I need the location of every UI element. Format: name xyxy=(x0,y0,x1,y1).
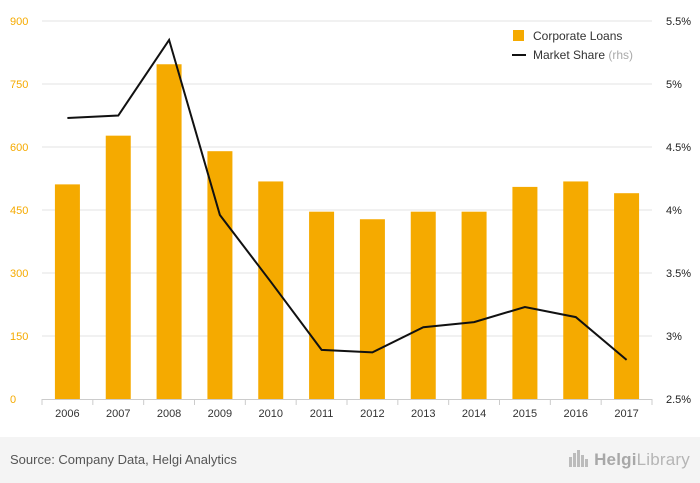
source-note: Source: Company Data, Helgi Analytics xyxy=(10,452,237,467)
line-point xyxy=(116,114,120,118)
line-point xyxy=(523,305,527,309)
city-skyline-icon xyxy=(568,449,590,472)
combo-chart: 0 150 300 450 600 750 900 2.5% 3% 3.5% 4% 4.5% 5% 5.5… xyxy=(10,16,691,420)
line-layer xyxy=(65,37,629,362)
x-tick-label: 2014 xyxy=(462,408,486,420)
y-right-tick-label: 4% xyxy=(666,205,682,217)
x-tick-label: 2011 xyxy=(310,408,334,420)
y-left-tick-label: 600 xyxy=(10,142,28,154)
y-left-tick-label: 900 xyxy=(10,16,28,28)
y-left-tick-label: 0 xyxy=(10,394,16,406)
y-left-tick-label: 300 xyxy=(10,268,28,280)
y-right-tick-label: 3.5% xyxy=(666,268,691,280)
x-tick-label: 2006 xyxy=(55,408,79,420)
legend-rhs-suffix: (rhs) xyxy=(608,48,633,62)
market-share-line xyxy=(67,37,628,361)
bar xyxy=(461,211,487,399)
line-point xyxy=(370,350,374,354)
brand-logo[interactable]: HelgiLibrary xyxy=(568,449,690,472)
y-right-tick-label: 5.5% xyxy=(666,16,691,28)
x-tick-label: 2010 xyxy=(259,408,283,420)
bar xyxy=(258,181,284,399)
grid-layer xyxy=(42,20,652,337)
line-point xyxy=(218,213,222,217)
x-tick-label: 2017 xyxy=(614,408,638,420)
y-right-tick-label: 5% xyxy=(666,79,682,91)
y-left-tick-label: 150 xyxy=(10,331,28,343)
bar xyxy=(105,135,131,399)
bar xyxy=(359,219,385,399)
bar xyxy=(410,211,436,399)
y-right-tick-label: 3% xyxy=(666,331,682,343)
y-left-tick-label: 450 xyxy=(10,205,28,217)
y-right-tick-label: 2.5% xyxy=(666,394,691,406)
legend: Corporate Loans Market Share (rhs) xyxy=(512,29,633,62)
line-point xyxy=(269,280,273,284)
x-tick-label: 2015 xyxy=(513,408,537,420)
bar xyxy=(614,193,640,399)
x-tick-label: 2007 xyxy=(106,408,130,420)
legend-label-corporate-loans: Corporate Loans xyxy=(533,29,622,43)
y-left-tick-label: 750 xyxy=(10,79,28,91)
x-tick-label: 2012 xyxy=(360,408,384,420)
bar xyxy=(563,181,589,399)
legend-swatch-corporate-loans xyxy=(513,30,524,41)
line-point xyxy=(472,320,476,324)
line-point xyxy=(65,116,69,120)
line-point xyxy=(167,38,171,42)
x-tick-label: 2013 xyxy=(411,408,435,420)
x-tick-label: 2016 xyxy=(564,408,588,420)
line-point xyxy=(320,348,324,352)
bar xyxy=(207,151,233,399)
bar xyxy=(54,184,80,399)
brand-word-library: Library xyxy=(636,449,690,469)
legend-label-market-share: Market Share (rhs) xyxy=(533,48,633,62)
bar xyxy=(512,186,538,399)
brand-word-helgi: Helgi xyxy=(594,449,637,469)
x-tick-label: 2008 xyxy=(157,408,181,420)
line-point xyxy=(574,315,578,319)
footer: Source: Company Data, Helgi Analytics He… xyxy=(0,437,700,483)
bar xyxy=(309,211,335,399)
bars-layer xyxy=(54,64,640,399)
y-right-tick-label: 4.5% xyxy=(666,142,691,154)
bar xyxy=(156,64,182,399)
line-point xyxy=(421,325,425,329)
line-point xyxy=(625,358,629,362)
x-tick-label: 2009 xyxy=(208,408,232,420)
axis-layer: 0 150 300 450 600 750 900 2.5% 3% 3.5% 4% 4.5% 5% 5.5… xyxy=(10,16,691,420)
